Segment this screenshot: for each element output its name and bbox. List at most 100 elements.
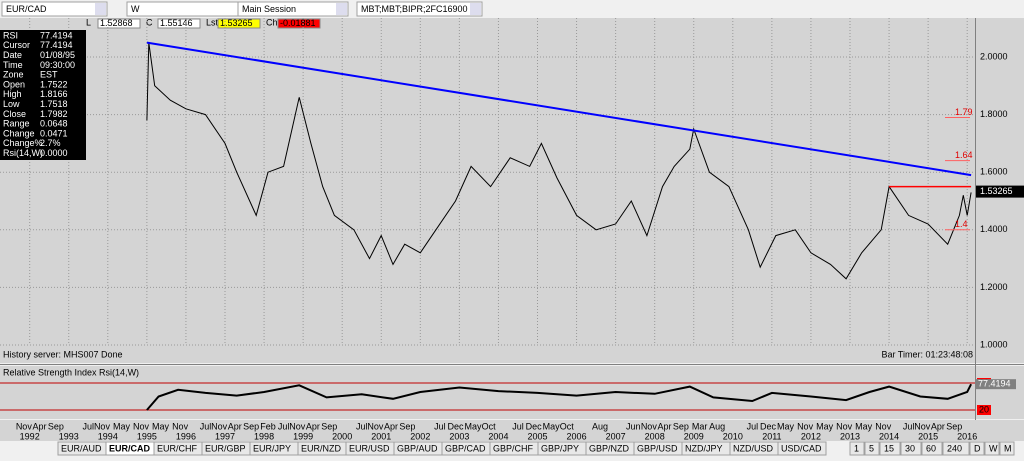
- status-history: History server: MHS007 Done: [3, 349, 123, 359]
- rsi-panel: [0, 366, 975, 419]
- rsi-last: 77.4194: [978, 379, 1011, 389]
- month-label: May: [543, 421, 561, 431]
- interval-button[interactable]: [900, 441, 922, 456]
- interval-button[interactable]: [921, 441, 943, 456]
- month-label: Apr: [228, 421, 242, 431]
- info-key: Zone: [3, 70, 24, 80]
- year-label: 1994: [98, 431, 118, 441]
- month-label: Jul: [83, 421, 95, 431]
- tab-label: EUR/NZD: [301, 443, 341, 453]
- y-tick-label: 1.2000: [980, 282, 1008, 292]
- month-label: Nov: [797, 421, 814, 431]
- tab-label: EUR/CHF: [157, 443, 198, 453]
- quote-key: Chg: [266, 17, 283, 27]
- month-label: Aug: [709, 421, 725, 431]
- rsi-line: [146, 383, 972, 411]
- tab-label: EUR/AUD: [61, 443, 102, 453]
- info-key: Time: [3, 60, 23, 70]
- month-label: Oct: [482, 421, 497, 431]
- interval-label: W: [989, 443, 998, 453]
- dropdown-arrow[interactable]: [336, 3, 347, 15]
- year-label: 2001: [371, 431, 391, 441]
- month-label: May: [465, 421, 483, 431]
- interval-button[interactable]: [984, 441, 1000, 456]
- dropdown[interactable]: [1, 1, 108, 17]
- year-label: 2012: [801, 431, 821, 441]
- month-label: Jul: [434, 421, 446, 431]
- interval-button[interactable]: [879, 441, 901, 456]
- info-value: 09:30:00: [40, 60, 75, 70]
- year-label: 1995: [137, 431, 157, 441]
- info-value: 1.7982: [40, 109, 68, 119]
- year-label: 2011: [762, 431, 781, 441]
- month-label: Jul: [903, 421, 915, 431]
- month-label: May: [855, 421, 873, 431]
- tab[interactable]: [777, 441, 827, 456]
- month-label: May: [113, 421, 131, 431]
- tab-label: GBP/JPY: [541, 443, 579, 453]
- info-value: 77.4194: [40, 30, 73, 40]
- month-label: Apr: [657, 421, 671, 431]
- info-key: Range: [3, 119, 30, 129]
- fib-label: 1.64: [955, 150, 973, 160]
- rsi-title: Relative Strength Index Rsi(14,W): [3, 367, 139, 377]
- month-label: Jul: [512, 421, 524, 431]
- month-label: Nov: [875, 421, 892, 431]
- interval-label: 60: [926, 443, 936, 453]
- tab-label: GBP/USD: [637, 443, 678, 453]
- month-label: Nov: [367, 421, 384, 431]
- year-label: 1999: [293, 431, 313, 441]
- y-tick-label: 1.4000: [980, 224, 1008, 234]
- info-value: 1.7518: [40, 99, 68, 109]
- info-value: 01/08/95: [40, 50, 75, 60]
- month-label: Sep: [48, 421, 64, 431]
- month-label: Feb: [260, 421, 276, 431]
- year-label: 1992: [20, 431, 40, 441]
- interval-button[interactable]: [864, 441, 880, 456]
- dropdown-arrow[interactable]: [95, 3, 106, 15]
- year-label: 1998: [254, 431, 274, 441]
- dropdown-value: MBT;MBT;BIPR;2FC16900: [361, 4, 468, 14]
- fib-label: 1.79: [955, 107, 973, 117]
- month-label: Dec: [526, 421, 543, 431]
- dropdown[interactable]: [237, 1, 349, 17]
- interval-button[interactable]: [969, 441, 985, 456]
- year-label: 2013: [840, 431, 860, 441]
- y-tick-label: 1.0000: [980, 339, 1008, 349]
- interval-button[interactable]: [942, 441, 970, 456]
- time-axis: [0, 420, 1024, 441]
- tab-label: EUR/USD: [349, 443, 390, 453]
- dropdown[interactable]: [356, 1, 483, 17]
- rsi-tick-label: 20: [979, 404, 989, 414]
- quote-box: [157, 18, 201, 29]
- interval-button[interactable]: [999, 441, 1015, 456]
- month-label: Apr: [306, 421, 320, 431]
- info-key: Change%: [3, 138, 43, 148]
- dropdown-arrow[interactable]: [470, 3, 481, 15]
- info-box: [0, 30, 86, 160]
- info-value: 0.0471: [40, 128, 68, 138]
- month-label: Dec: [447, 421, 464, 431]
- month-label: Nov: [172, 421, 189, 431]
- month-label: May: [152, 421, 170, 431]
- info-value: 0.0000: [40, 148, 68, 158]
- interval-label: M: [1004, 443, 1012, 453]
- year-label: 2015: [918, 431, 938, 441]
- month-label: Nov: [211, 421, 228, 431]
- month-label: Jun: [626, 421, 641, 431]
- tab-label: NZD/USD: [733, 443, 773, 453]
- quote-key: L: [86, 17, 91, 27]
- tab-label: GBP/AUD: [397, 443, 438, 453]
- info-key: Open: [3, 79, 25, 89]
- tab-label: GBP/CAD: [445, 443, 486, 453]
- tab-label: NZD/JPY: [685, 443, 723, 453]
- month-label: Aug: [592, 421, 608, 431]
- month-label: Jul: [356, 421, 368, 431]
- status-bar-timer: Bar Timer: 01:23:48:08: [881, 349, 973, 359]
- quote-value: 1.55146: [160, 18, 193, 28]
- interval-label: 30: [905, 443, 915, 453]
- interval-button[interactable]: [849, 441, 865, 456]
- month-label: Sep: [321, 421, 337, 431]
